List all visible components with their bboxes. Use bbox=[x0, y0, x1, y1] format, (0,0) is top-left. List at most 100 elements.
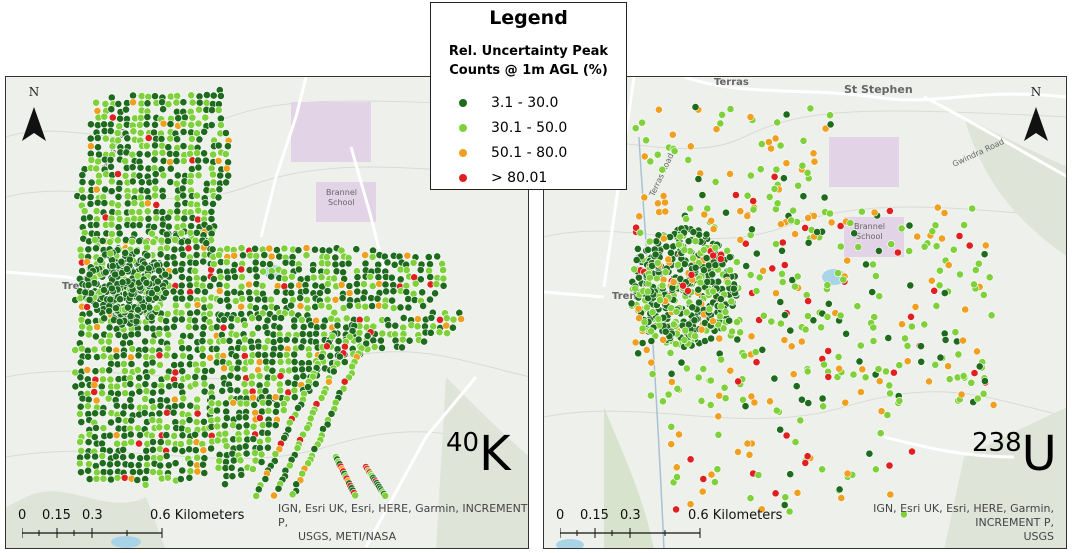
survey-point bbox=[884, 334, 893, 342]
survey-point bbox=[691, 103, 700, 111]
survey-point bbox=[780, 501, 789, 509]
legend-item-very-high: > 80.01 bbox=[459, 170, 619, 188]
survey-point bbox=[698, 191, 707, 199]
survey-point bbox=[709, 225, 718, 233]
survey-point bbox=[186, 332, 195, 340]
survey-point bbox=[121, 235, 130, 244]
survey-point bbox=[868, 288, 877, 296]
map-canvas-left[interactable]: Terras Road Brannel School Tren bbox=[6, 77, 529, 549]
survey-point bbox=[254, 350, 263, 359]
survey-point bbox=[96, 256, 105, 265]
survey-point bbox=[280, 268, 289, 276]
survey-point bbox=[257, 450, 266, 459]
survey-point bbox=[297, 343, 306, 352]
map-canvas-right[interactable]: Terras St Stephen Terras Road Brannel Sc… bbox=[544, 77, 1067, 549]
survey-point bbox=[193, 467, 202, 476]
survey-point bbox=[725, 253, 734, 262]
survey-point bbox=[889, 368, 898, 377]
survey-point bbox=[698, 487, 707, 496]
survey-point bbox=[869, 323, 878, 332]
legend-dot-high bbox=[459, 149, 467, 157]
survey-point bbox=[259, 267, 267, 276]
survey-point bbox=[647, 391, 655, 400]
survey-point bbox=[71, 382, 80, 391]
survey-point bbox=[152, 201, 161, 209]
survey-point bbox=[985, 273, 994, 282]
survey-point bbox=[651, 250, 660, 259]
legend-label-very-high: > 80.01 bbox=[491, 170, 548, 186]
survey-point bbox=[667, 440, 676, 449]
survey-point bbox=[296, 302, 305, 310]
survey-point bbox=[658, 281, 667, 290]
survey-point bbox=[791, 230, 799, 238]
survey-point bbox=[141, 345, 150, 354]
map-panel-uranium[interactable]: Terras St Stephen Terras Road Brannel Sc… bbox=[543, 76, 1067, 549]
survey-point bbox=[220, 364, 228, 373]
survey-point bbox=[133, 330, 142, 338]
isotope-mass-right: 238 bbox=[972, 428, 1022, 458]
survey-point bbox=[171, 315, 179, 324]
survey-point bbox=[156, 250, 165, 259]
survey-point bbox=[151, 170, 160, 178]
survey-point bbox=[399, 313, 408, 322]
survey-point bbox=[431, 289, 439, 298]
survey-point bbox=[114, 136, 122, 145]
survey-point bbox=[301, 287, 310, 295]
survey-point bbox=[254, 342, 263, 351]
survey-point bbox=[147, 312, 156, 321]
survey-point bbox=[290, 350, 299, 359]
survey-point bbox=[254, 314, 263, 322]
survey-point bbox=[149, 388, 157, 397]
survey-point bbox=[290, 393, 299, 402]
survey-point bbox=[213, 436, 222, 445]
survey-point bbox=[92, 462, 100, 470]
survey-point bbox=[827, 218, 836, 227]
survey-point bbox=[263, 443, 272, 452]
survey-point bbox=[193, 395, 202, 404]
survey-point bbox=[710, 478, 719, 486]
survey-point bbox=[156, 360, 164, 369]
survey-point bbox=[127, 353, 135, 362]
isotope-element-left: K bbox=[479, 426, 511, 482]
survey-point bbox=[312, 323, 321, 332]
survey-point bbox=[280, 433, 289, 442]
survey-point bbox=[861, 373, 870, 382]
survey-point bbox=[178, 431, 187, 440]
survey-point bbox=[76, 409, 84, 418]
survey-point bbox=[253, 295, 262, 304]
survey-point bbox=[897, 224, 906, 233]
survey-point bbox=[166, 92, 175, 101]
survey-point bbox=[903, 341, 912, 350]
survey-point bbox=[123, 199, 132, 208]
survey-point bbox=[112, 401, 121, 410]
legend-title: Legend bbox=[489, 7, 568, 29]
survey-point bbox=[746, 171, 755, 180]
survey-point bbox=[792, 382, 801, 391]
survey-point bbox=[185, 473, 194, 482]
survey-point bbox=[707, 334, 715, 343]
survey-point bbox=[143, 99, 152, 108]
survey-point bbox=[793, 488, 802, 497]
survey-point bbox=[100, 314, 109, 323]
survey-point bbox=[647, 358, 656, 367]
survey-point bbox=[178, 294, 186, 303]
survey-point bbox=[233, 386, 242, 395]
survey-point bbox=[99, 352, 108, 361]
survey-point bbox=[766, 397, 774, 406]
survey-point bbox=[398, 335, 407, 344]
survey-point bbox=[727, 297, 736, 306]
survey-point bbox=[77, 329, 86, 338]
survey-point bbox=[92, 220, 101, 229]
survey-point bbox=[638, 118, 646, 127]
survey-point bbox=[772, 165, 781, 174]
survey-point bbox=[322, 342, 331, 351]
survey-point bbox=[91, 367, 100, 376]
survey-point bbox=[127, 416, 136, 425]
survey-point bbox=[127, 402, 135, 411]
survey-point bbox=[424, 253, 433, 261]
survey-point bbox=[142, 446, 151, 455]
survey-point bbox=[237, 302, 245, 311]
survey-point bbox=[126, 430, 135, 439]
survey-point bbox=[155, 329, 164, 338]
survey-point bbox=[905, 221, 914, 230]
